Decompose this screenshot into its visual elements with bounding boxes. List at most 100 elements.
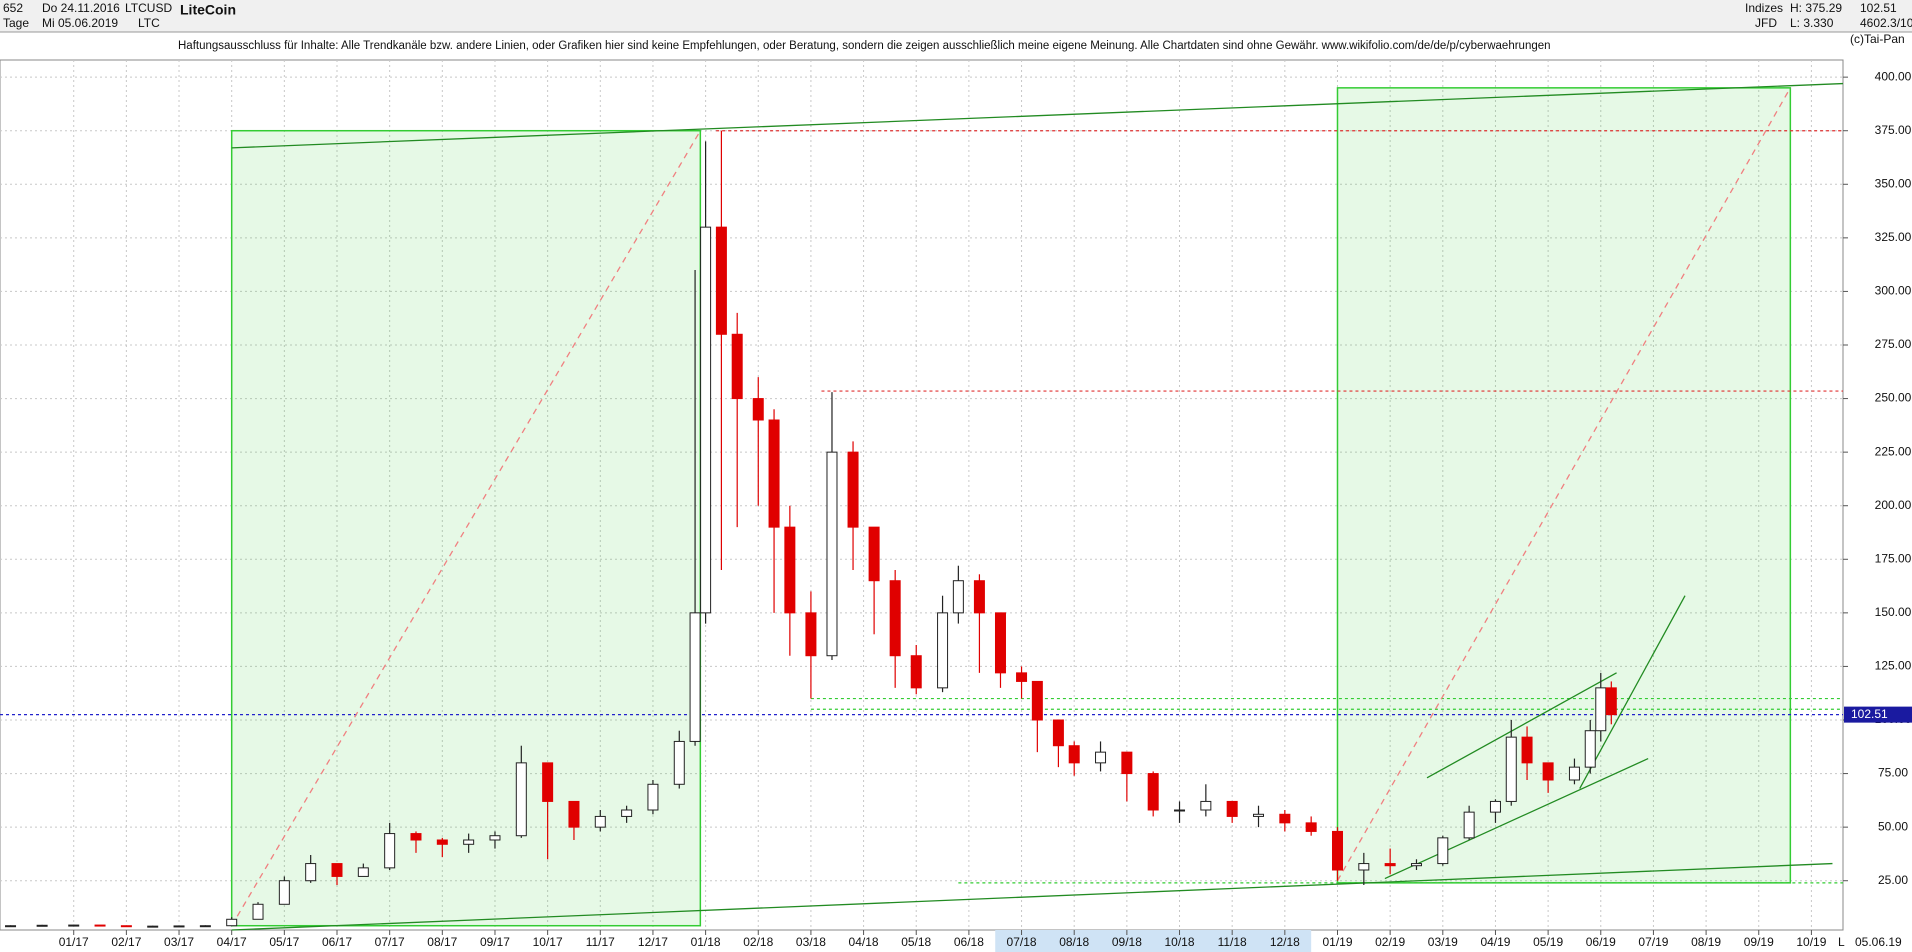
trend-line xyxy=(231,82,1844,149)
header-bar xyxy=(0,0,1912,32)
x-tick-label: 02/17 xyxy=(111,935,141,949)
candle-body xyxy=(436,839,448,845)
x-tick-label: 03/17 xyxy=(164,935,194,949)
candle-body xyxy=(305,863,317,882)
x-tick-label: 09/18 xyxy=(1112,935,1142,949)
candle-body xyxy=(36,924,48,927)
header-period[interactable]: Tage xyxy=(3,16,29,30)
candle-body xyxy=(410,833,422,841)
header-copyright: (c)Tai-Pan xyxy=(1850,32,1905,46)
header-high: H: 375.29 xyxy=(1790,1,1842,15)
x-tick-label: 10/19 xyxy=(1796,935,1826,949)
candle-body xyxy=(1121,751,1133,775)
x-tick-label: 04/19 xyxy=(1480,935,1510,949)
trend-line xyxy=(1336,87,1791,882)
x-tick-label: 01/18 xyxy=(691,935,721,949)
x-tick-label: 05/17 xyxy=(269,935,299,949)
candle-body xyxy=(826,451,838,657)
header-last: 102.51 xyxy=(1860,1,1897,15)
x-tick-label: 06/17 xyxy=(322,935,352,949)
range-box xyxy=(230,129,702,927)
trend-line xyxy=(1426,672,1617,779)
candle-body xyxy=(700,226,712,614)
x-tick-label: 05/19 xyxy=(1533,935,1563,949)
candle-body xyxy=(1584,730,1596,768)
y-tick-label: 375.00 xyxy=(1875,123,1912,137)
x-tick-label: 06/19 xyxy=(1586,935,1616,949)
candle-body xyxy=(715,226,727,335)
y-tick-label: 225.00 xyxy=(1875,444,1912,458)
header-low: L: 3.330 xyxy=(1790,16,1834,30)
candle-body xyxy=(647,783,659,811)
candle-body xyxy=(973,580,985,614)
candle-body xyxy=(1052,719,1064,747)
x-tick-label: 09/19 xyxy=(1744,935,1774,949)
candle-body xyxy=(1174,809,1186,812)
candle-body xyxy=(1305,822,1317,832)
candle-body xyxy=(768,419,780,528)
x-tick-label: 01/19 xyxy=(1322,935,1352,949)
candle-body xyxy=(68,924,80,927)
candle-body xyxy=(1505,736,1517,802)
header-extra: 4602.3/10 xyxy=(1860,16,1912,30)
trend-line xyxy=(231,862,1833,931)
x-tick-label: 06/18 xyxy=(954,935,984,949)
y-tick-label: 325.00 xyxy=(1875,230,1912,244)
candle-body xyxy=(1384,863,1396,867)
candle-body xyxy=(1521,736,1533,764)
trend-line xyxy=(1579,595,1686,789)
x-tick-label: 11/17 xyxy=(586,935,615,949)
header-group: Indizes xyxy=(1745,1,1783,15)
x-tick-label: 09/17 xyxy=(480,935,510,949)
y-tick-label: 200.00 xyxy=(1875,498,1912,512)
candle-body xyxy=(173,925,185,928)
candle-body xyxy=(937,612,949,689)
y-tick-label: 150.00 xyxy=(1875,605,1912,619)
candle-body xyxy=(673,740,685,785)
candle-body xyxy=(1410,863,1422,867)
y-tick-label: 75.00 xyxy=(1878,766,1908,780)
candle-body xyxy=(952,580,964,614)
x-tick-label: 04/17 xyxy=(217,935,247,949)
candle-body xyxy=(1279,813,1291,824)
candle-body xyxy=(1253,813,1265,817)
candle-body xyxy=(1095,751,1107,764)
chart-title: LiteCoin xyxy=(180,2,236,18)
y-tick-label: 125.00 xyxy=(1875,659,1912,673)
candle-body xyxy=(868,526,880,582)
candle-body xyxy=(1200,800,1212,811)
candle-body xyxy=(489,835,501,841)
header-source: JFD xyxy=(1755,16,1777,30)
candle-body xyxy=(1147,773,1159,811)
x-tick-label: 08/17 xyxy=(427,935,457,949)
candle-body xyxy=(689,612,701,742)
candle-body xyxy=(252,903,264,920)
y-tick-label: 50.00 xyxy=(1878,819,1908,833)
candle-body xyxy=(784,526,796,614)
x-tick-label: 07/18 xyxy=(1007,935,1037,949)
x-tick-label: 10/18 xyxy=(1165,935,1195,949)
candle-body xyxy=(1605,687,1617,716)
candle-body xyxy=(1489,800,1501,813)
candle-body xyxy=(226,918,238,927)
last-price-box xyxy=(1844,706,1912,723)
candle-body xyxy=(889,580,901,657)
candle-body xyxy=(594,815,606,828)
candle-body xyxy=(515,762,527,837)
candle-body xyxy=(278,880,290,905)
x-tick-label: 07/17 xyxy=(375,935,405,949)
trend-line xyxy=(1384,757,1649,880)
y-tick-label: 300.00 xyxy=(1875,284,1912,298)
candle-body xyxy=(542,762,554,802)
x-tick-label: 04/18 xyxy=(849,935,879,949)
last-price-label: 102.51 xyxy=(1851,707,1888,721)
x-tick-label: 05/18 xyxy=(901,935,931,949)
candle-body xyxy=(568,800,580,828)
candle-body xyxy=(1016,672,1028,682)
candle-body xyxy=(1331,830,1343,871)
candle-body xyxy=(1568,766,1580,781)
x-tick-label: 10/17 xyxy=(533,935,563,949)
candle-body xyxy=(994,612,1006,674)
header-count[interactable]: 652 xyxy=(3,1,23,15)
